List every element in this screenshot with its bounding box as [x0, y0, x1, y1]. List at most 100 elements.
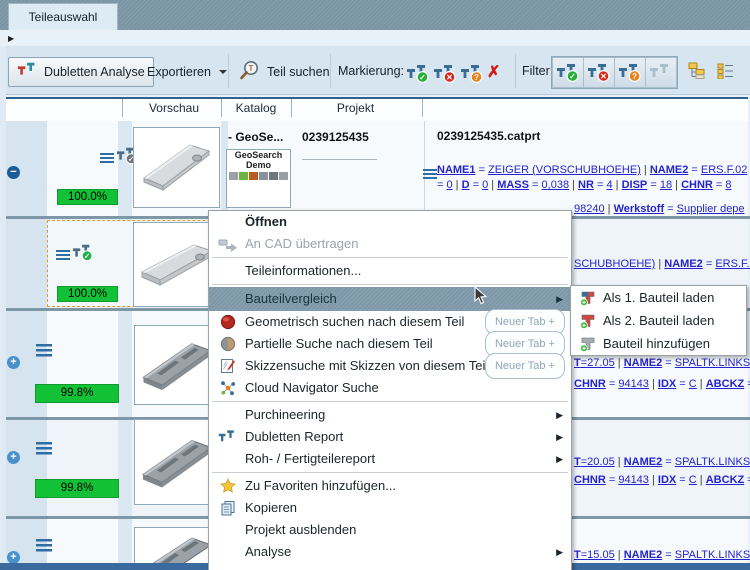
katalog-value: - GeoSe...: [228, 130, 284, 144]
attribute-links[interactable]: T=15.05 | NAME2 = SPALTK.LINKS: [574, 549, 750, 561]
menu-item-cloud-navigator-suche[interactable]: Cloud Navigator Suche: [209, 377, 571, 399]
no-icon: [217, 290, 239, 308]
filter-accepted-button[interactable]: ✓: [553, 58, 583, 87]
mark-question-icon[interactable]: ?: [459, 60, 484, 86]
submenu-item-label: Als 2. Bauteil laden: [603, 313, 715, 328]
katalog-thumbnails: [227, 172, 290, 180]
menu-item-label: Dubletten Report: [245, 429, 344, 444]
menu-item-dubletten-report[interactable]: Dubletten Report ▶: [209, 426, 571, 448]
column-gap: [118, 121, 132, 564]
column-header-katalog[interactable]: Katalog: [235, 101, 277, 115]
clear-markings-icon[interactable]: ✗: [487, 64, 501, 81]
svg-text:✓: ✓: [569, 72, 576, 81]
column-header-projekt[interactable]: Projekt: [336, 101, 375, 115]
menu-item-geometrisch-suchen-nach-diesem-teil[interactable]: Geometrisch suchen nach diesem Teil Neuer…: [209, 309, 571, 335]
menu-item-skizzensuche-mit-skizzen-von-diesem-teil[interactable]: Skizzensuche mit Skizzen von diesem Teil…: [209, 353, 571, 379]
menu-bars-icon[interactable]: [100, 153, 114, 163]
submenu-arrow-icon: ▶: [556, 454, 563, 464]
filter-all-button[interactable]: [646, 58, 676, 87]
menu-bars-icon[interactable]: [36, 539, 52, 552]
menu-item-label: Projekt ausblenden: [245, 522, 357, 537]
preview-image[interactable]: [134, 527, 221, 565]
match-percentage-badge: 100.0%: [57, 189, 118, 205]
no-icon: [217, 450, 239, 468]
menu-item-bauteilvergleich[interactable]: Bauteilvergleich ▶: [209, 287, 571, 311]
submenu-item-als-2-bauteil-laden[interactable]: Als 2. Bauteil laden: [571, 309, 746, 332]
match-percentage-badge: 99.8%: [35, 384, 119, 403]
preview-image[interactable]: [134, 419, 221, 505]
expand-row-button[interactable]: +: [7, 356, 20, 369]
match-percentage-badge: 100.0%: [57, 286, 118, 302]
teil-suchen-button[interactable]: T Teil suchen: [238, 55, 330, 88]
attribute-links[interactable]: = 0 | D = 0 | MASS = 0,038 | NR = 4 | DI…: [437, 179, 732, 191]
menu-item-label: Kopieren: [245, 500, 298, 515]
menu-item-öffnen[interactable]: Öffnen: [209, 211, 571, 233]
preview-image[interactable]: [133, 127, 220, 208]
attribute-links[interactable]: SCHUBHOEHE) | NAME2 = ERS.F.0: [574, 258, 750, 270]
tree-view-icon[interactable]: [688, 62, 705, 84]
tab-teileauswahl[interactable]: Teileauswahl: [8, 3, 118, 31]
preview-image[interactable]: [134, 325, 221, 405]
submenu-item-label: Als 1. Bauteil laden: [603, 290, 715, 305]
attribute-links[interactable]: T=27.05 | NAME2 = SPALTK.LINKS: [574, 357, 750, 369]
menu-item-zu-favoriten-hinzufügen[interactable]: Zu Favoriten hinzufügen...: [209, 475, 571, 497]
attribute-links[interactable]: NAME1 = ZEIGER (VORSCHUBHOEHE) | NAME2 =…: [437, 164, 748, 176]
list-view-icon[interactable]: [717, 62, 734, 84]
mark-rejected-icon[interactable]: ✕: [432, 60, 457, 86]
attribute-links[interactable]: T=20.05 | NAME2 = SPALTK.LINKS: [574, 456, 750, 468]
expand-arrow-icon[interactable]: ▶: [8, 34, 15, 43]
menu-item-label: Purchineering: [245, 407, 326, 422]
submenu-item-bauteil-hinzufügen[interactable]: Bauteil hinzufügen: [571, 332, 746, 355]
menu-bars-icon[interactable]: [56, 250, 70, 260]
header-divider: [291, 99, 292, 117]
search-magnifier-icon: T: [238, 59, 262, 84]
preview-image[interactable]: [133, 222, 220, 307]
menu-item-label: Skizzensuche mit Skizzen von diesem Teil: [245, 358, 489, 373]
bauteilvergleich-submenu: Als 1. Bauteil laden Als 2. Bauteil laden…: [570, 285, 747, 356]
column-header-vorschau[interactable]: Vorschau: [148, 101, 200, 115]
submenu-item-als-1-bauteil-laden[interactable]: Als 1. Bauteil laden: [571, 286, 746, 309]
menu-item-an-cad-übertragen[interactable]: An CAD übertragen: [209, 233, 571, 255]
menu-item-roh-fertigteilereport[interactable]: Roh- / Fertigteilereport ▶: [209, 448, 571, 470]
partial-search-icon: [217, 335, 239, 353]
neuer-tab-button[interactable]: Neuer Tab +: [484, 353, 565, 379]
projekt-underline: [302, 159, 377, 160]
menu-item-label: Partielle Suche nach diesem Teil: [245, 336, 433, 351]
mark-accepted-icon[interactable]: ✓: [405, 60, 430, 86]
submenu-arrow-icon: ▶: [556, 547, 563, 557]
expand-row-button[interactable]: +: [7, 451, 20, 464]
menu-bars-icon[interactable]: [423, 169, 437, 179]
no-icon: [217, 406, 239, 424]
file-name: 0239125435.catprt: [437, 129, 541, 143]
filter-question-button[interactable]: ?: [615, 58, 645, 87]
filter-rejected-button[interactable]: ✕: [584, 58, 614, 87]
copy-icon: [217, 499, 239, 517]
svg-text:✓: ✓: [84, 251, 90, 260]
menu-separator: [212, 401, 568, 402]
part-2-icon: [577, 312, 599, 330]
submenu-item-label: Bauteil hinzufügen: [603, 336, 710, 351]
menu-item-projekt-ausblenden[interactable]: Projekt ausblenden: [209, 519, 571, 541]
menu-item-label: Öffnen: [245, 214, 287, 229]
expand-row-button[interactable]: +: [7, 551, 20, 564]
katalog-card[interactable]: GeoSearch Demo: [226, 149, 291, 208]
menu-item-purchineering[interactable]: Purchineering ▶: [209, 404, 571, 426]
neuer-tab-button[interactable]: Neuer Tab +: [484, 331, 565, 357]
no-icon: [217, 213, 239, 231]
attribute-links[interactable]: CHNR = 94143 | IDX = C | ABCKZ =: [574, 378, 750, 390]
submenu-arrow-icon: ▶: [556, 432, 563, 442]
menu-item-teileinformationen[interactable]: Teileinformationen...: [209, 260, 571, 282]
attribute-links[interactable]: 98240 | Werkstoff = Supplier depe: [574, 203, 745, 215]
neuer-tab-button[interactable]: Neuer Tab +: [484, 309, 565, 335]
dubletten-analyse-button[interactable]: Dubletten Analyse: [8, 57, 154, 87]
menu-bars-icon[interactable]: [36, 344, 52, 357]
exportieren-button[interactable]: Exportieren: [147, 55, 227, 88]
menu-item-label: Analyse: [245, 544, 292, 559]
menu-item-partielle-suche-nach-diesem-teil[interactable]: Partielle Suche nach diesem Teil Neuer Ta…: [209, 331, 571, 357]
menu-item-kopieren[interactable]: Kopieren: [209, 497, 571, 519]
menu-item-analyse[interactable]: Analyse ▶: [209, 541, 571, 563]
collapse-row-button[interactable]: −: [7, 166, 20, 179]
menu-bars-icon[interactable]: [36, 442, 52, 455]
attribute-links[interactable]: CHNR = 94143 | IDX = C | ABCKZ =: [574, 474, 750, 486]
